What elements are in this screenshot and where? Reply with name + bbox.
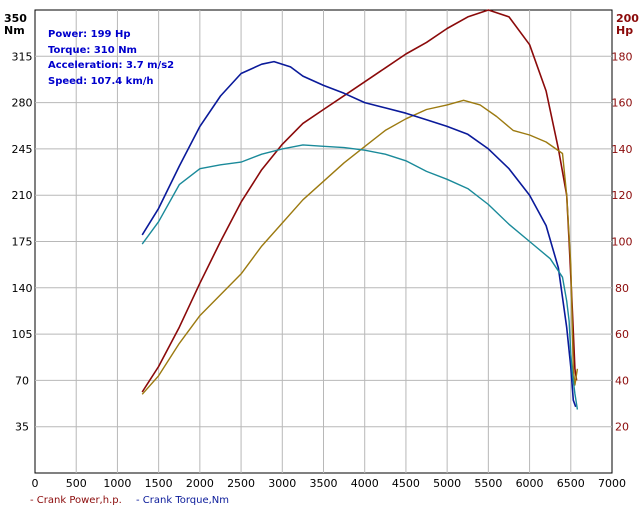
y-left-tick-label: 210: [12, 189, 33, 202]
series-line-1: [141, 9, 578, 393]
chart-grid: [34, 9, 613, 474]
info-power: Power: 199 Hp: [48, 29, 131, 40]
x-tick-label: 6000: [516, 477, 544, 490]
series-line-3: [141, 60, 577, 408]
x-tick-label: 0: [32, 477, 39, 490]
y-right-tick-label: 20: [615, 421, 629, 434]
x-tick-label: 4000: [351, 477, 379, 490]
x-axis-ticks: 0 500 1000 1500 2000 2500 3000 3500 4000 4500 5000…: [32, 477, 627, 490]
x-tick-label: 7000: [598, 477, 626, 490]
y-left-tick-label: 245: [12, 143, 33, 156]
legend-power: - Crank Power,h.p.: [30, 495, 122, 506]
info-torque: Torque: 310 Nm: [48, 44, 137, 56]
y-right-unit-top: 200: [616, 12, 639, 25]
x-tick-label: 1000: [103, 477, 131, 490]
y-right-tick-label: 100: [612, 236, 633, 249]
x-tick-label: 6500: [557, 477, 585, 490]
y-left-tick-label: 280: [12, 97, 33, 110]
y-right-ticks: 20 40 60 80 100 120 140 160 180: [612, 50, 633, 433]
y-right-unit-label: Hp: [616, 24, 633, 37]
y-left-tick-label: 140: [12, 282, 33, 295]
x-tick-label: 5500: [474, 477, 502, 490]
x-tick-label: 2000: [186, 477, 214, 490]
y-right-tick-label: 80: [615, 282, 629, 295]
series-line-2: [141, 99, 579, 395]
y-left-tick-label: 105: [12, 328, 33, 341]
measurement-info: Power: 199 Hp Torque: 310 Nm Acceleratio…: [48, 27, 174, 89]
y-left-unit-label: Nm: [4, 24, 25, 37]
y-right-tick-label: 40: [615, 374, 629, 387]
y-right-tick-label: 140: [612, 143, 633, 156]
y-right-tick-label: 180: [612, 50, 633, 63]
x-tick-label: 500: [66, 477, 87, 490]
x-tick-label: 3500: [310, 477, 338, 490]
info-acceleration: Acceleration: 3.7 m/s2: [48, 60, 175, 71]
legend-torque: - Crank Torque,Nm: [136, 495, 230, 506]
y-left-tick-label: 70: [15, 374, 29, 387]
x-tick-label: 4500: [392, 477, 420, 490]
series-line-4: [141, 144, 579, 410]
y-left-unit-top: 350: [4, 12, 27, 25]
y-left-tick-label: 35: [15, 421, 29, 434]
y-right-unit: 200 Hp: [616, 12, 640, 37]
y-left-ticks: 35 70 105 140 175 210 245 280 315: [12, 50, 33, 433]
y-left-tick-label: 175: [12, 236, 33, 249]
y-right-tick-label: 120: [612, 189, 633, 202]
x-tick-label: 1500: [145, 477, 173, 490]
y-right-tick-label: 160: [612, 97, 633, 110]
x-tick-label: 3000: [268, 477, 296, 490]
y-left-unit: 350 Nm: [4, 12, 31, 37]
y-right-tick-label: 60: [615, 328, 629, 341]
y-left-tick-label: 315: [12, 50, 33, 63]
chart-series: [141, 9, 579, 410]
info-speed: Speed: 107.4 km/h: [48, 75, 154, 87]
x-tick-label: 5000: [433, 477, 461, 490]
x-tick-label: 2500: [227, 477, 255, 490]
